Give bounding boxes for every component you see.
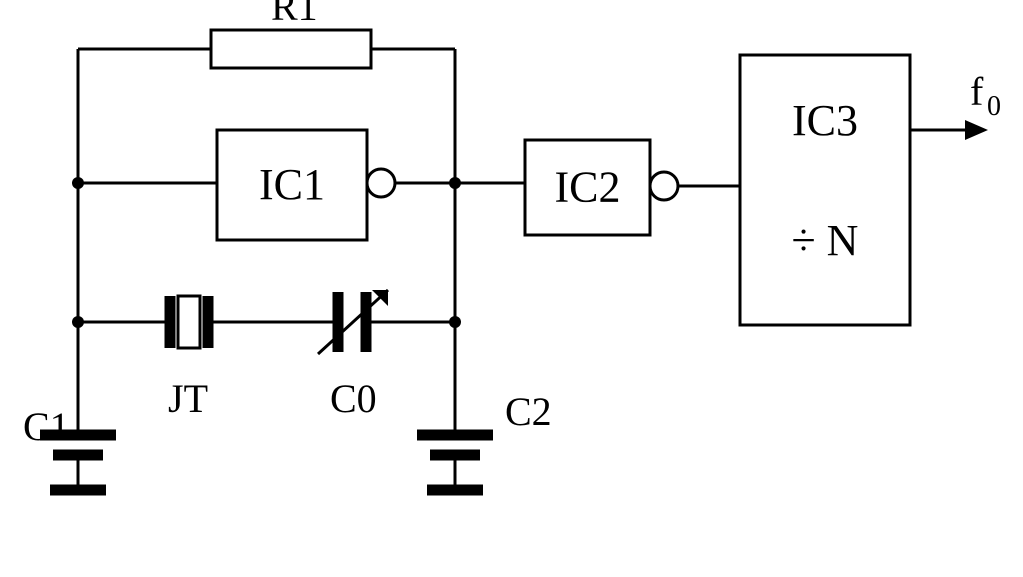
ic3-label-top: IC3 <box>792 96 858 145</box>
c2-label: C2 <box>505 389 552 434</box>
ic3-label-bot: ÷ N <box>792 216 859 265</box>
f0-sub: 0 <box>987 91 1001 122</box>
ic2-label: IC2 <box>555 163 621 212</box>
r1-label: R1 <box>271 0 318 29</box>
ic1-label: IC1 <box>259 160 325 209</box>
jt-label: JT <box>168 376 208 421</box>
c1-label: C1 <box>23 404 70 449</box>
c0-label: C0 <box>330 376 377 421</box>
f0-label: f <box>970 69 984 114</box>
